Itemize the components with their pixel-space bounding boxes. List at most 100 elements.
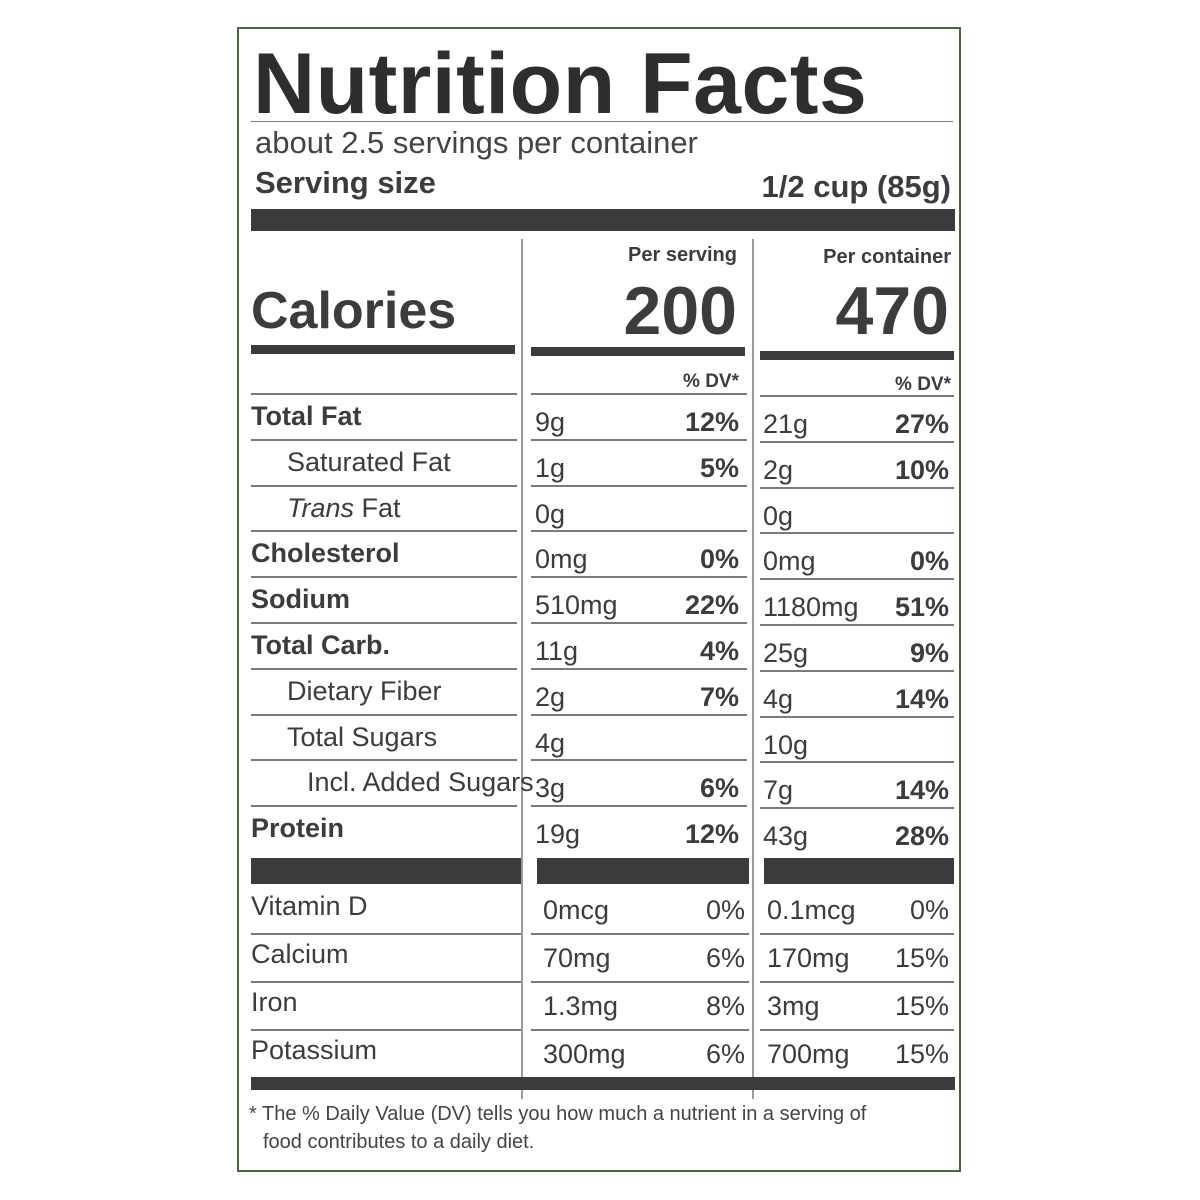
container-amount: 7g <box>763 775 794 806</box>
row-rule <box>760 624 954 626</box>
serving-amount: 0g <box>535 498 566 529</box>
nutrient-name: Cholesterol <box>251 538 400 569</box>
container-dv-percent: 0% <box>909 546 949 577</box>
nutrient-name: Total Carb. <box>251 630 391 660</box>
thick-divider-vitamins-3 <box>764 858 954 884</box>
calories-per-serving: 200 <box>623 273 737 349</box>
container-amount: 21g <box>763 409 809 439</box>
container-amount: 170mg <box>767 943 850 973</box>
nutrient-name: Sodium <box>251 584 350 615</box>
nutrient-name: Trans Fat <box>287 492 401 523</box>
row-rule <box>251 981 521 983</box>
calories-label: Calories <box>251 282 457 340</box>
container-amount: 43g <box>763 821 809 852</box>
serving-dv-percent: 8% <box>705 991 745 1021</box>
row-rule <box>251 530 517 533</box>
per-container-header: Per container <box>823 246 951 268</box>
nutrient-name: Incl. Added Sugars <box>307 767 534 798</box>
serving-dv-percent: 6% <box>699 773 739 804</box>
container-dv-percent: 10% <box>894 454 949 485</box>
serving-amount: 0mcg <box>543 895 610 925</box>
row-rule <box>251 933 521 935</box>
container-amount: 0mg <box>763 546 816 577</box>
serving-amount: 4g <box>535 727 566 758</box>
nutrition-facts-label: Nutrition Facts about 2.5 servings per c… <box>237 27 961 1172</box>
row-rule <box>531 393 747 395</box>
vitamin-name: Calcium <box>251 939 349 969</box>
container-amount: 700mg <box>767 1039 850 1069</box>
nutrient-name: Dietary Fiber <box>287 675 442 706</box>
row-rule <box>760 395 954 397</box>
serving-dv-percent: 7% <box>699 681 739 712</box>
container-dv-percent: 14% <box>894 683 949 714</box>
container-amount: 0.1mcg <box>767 895 856 925</box>
serving-size-label: Serving size <box>255 165 436 200</box>
container-amount: 10g <box>763 729 809 760</box>
row-rule <box>531 622 747 624</box>
serving-amount: 0mg <box>535 544 588 575</box>
row-rule <box>760 933 954 935</box>
serving-dv-percent: 0% <box>705 895 745 925</box>
row-rule <box>251 759 517 762</box>
container-amount: 4g <box>763 683 794 714</box>
thick-divider-bottom <box>251 1077 955 1090</box>
serving-amount: 510mg <box>535 590 618 621</box>
row-rule <box>760 669 954 672</box>
serving-amount: 9g <box>535 407 566 437</box>
row-rule <box>531 484 747 487</box>
thick-divider-vitamins-2 <box>537 858 749 884</box>
row-rule <box>531 576 747 579</box>
row-rule <box>760 715 954 718</box>
footnote-line-2: food contributes to a daily diet. <box>263 1131 535 1153</box>
container-amount: 25g <box>763 638 809 668</box>
serving-amount: 300mg <box>543 1039 626 1069</box>
calories-divider-3 <box>760 351 954 360</box>
container-amount: 1180mg <box>763 592 859 623</box>
serving-amount: 19g <box>535 819 581 850</box>
serving-amount: 11g <box>535 636 579 666</box>
row-rule <box>251 438 517 441</box>
row-rule <box>531 1029 749 1031</box>
per-serving-header: Per serving <box>628 244 737 266</box>
column-separator-2 <box>752 239 754 1099</box>
container-dv-percent: 14% <box>894 775 949 806</box>
serving-dv-percent: 12% <box>684 407 739 437</box>
serving-dv-percent: 6% <box>705 943 745 973</box>
container-dv-percent: 9% <box>909 638 949 668</box>
serving-amount: 70mg <box>543 943 611 973</box>
serving-dv-percent: 4% <box>699 636 739 666</box>
container-dv-percent: 15% <box>894 943 949 973</box>
container-dv-percent: 28% <box>894 821 949 852</box>
serving-amount: 3g <box>535 773 566 804</box>
serving-amount: 1g <box>535 452 566 483</box>
serving-size-value: 1/2 cup (85g) <box>761 169 952 204</box>
row-rule <box>251 805 517 808</box>
dv-header-serving: % DV* <box>683 371 739 392</box>
row-rule <box>531 933 749 935</box>
calories-divider-1 <box>251 345 515 354</box>
row-rule <box>251 622 517 624</box>
container-amount: 3mg <box>767 991 820 1021</box>
row-rule <box>251 393 517 395</box>
row-rule <box>760 981 954 983</box>
row-rule <box>251 484 517 487</box>
row-rule <box>760 486 954 489</box>
label-title: Nutrition Facts <box>253 36 868 132</box>
vitamin-name: Iron <box>251 987 298 1017</box>
serving-amount: 2g <box>535 681 566 712</box>
row-rule <box>531 667 747 670</box>
row-rule <box>760 532 954 535</box>
serving-dv-percent: 6% <box>705 1039 745 1069</box>
container-dv-percent: 15% <box>894 1039 949 1069</box>
column-separator-1 <box>521 239 523 1099</box>
footnote-line-1: * The % Daily Value (DV) tells you how m… <box>249 1103 867 1125</box>
thick-divider-vitamins-1 <box>251 858 521 884</box>
row-rule <box>760 578 954 581</box>
serving-dv-percent: 0% <box>699 544 739 575</box>
vitamin-name: Potassium <box>251 1035 378 1065</box>
serving-dv-percent: 12% <box>684 819 739 850</box>
row-rule <box>531 713 747 716</box>
row-rule <box>531 530 747 533</box>
row-rule <box>251 576 517 579</box>
row-rule <box>760 761 954 764</box>
